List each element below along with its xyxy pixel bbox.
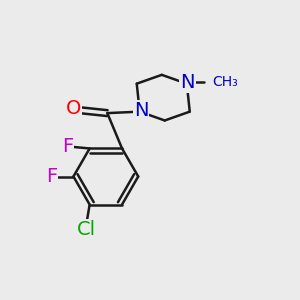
Text: CH₃: CH₃ [212, 75, 238, 89]
Text: O: O [66, 99, 81, 118]
Text: N: N [180, 73, 195, 92]
Text: F: F [62, 137, 73, 157]
Text: N: N [134, 101, 148, 120]
Text: Cl: Cl [77, 220, 96, 239]
Text: F: F [46, 167, 57, 186]
